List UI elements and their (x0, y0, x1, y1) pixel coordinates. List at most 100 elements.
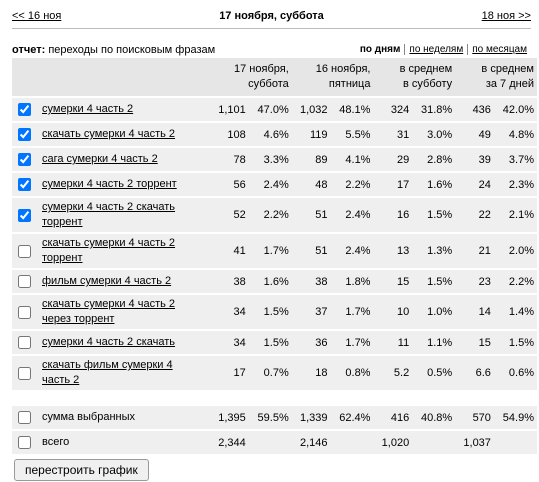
value-cell: 1,020 (373, 429, 413, 454)
count-value: 14 (478, 306, 491, 318)
period-link[interactable]: по неделям (409, 44, 464, 55)
table-head: 17 ноября, суббота 16 ноября, пятница в сред… (12, 58, 537, 97)
count-value: 34 (233, 336, 246, 349)
count-value: 1,339 (299, 411, 328, 424)
count-value: 10 (396, 306, 410, 318)
count-value: 29 (396, 153, 410, 166)
header-cell: в среднем за 7 дней (455, 58, 537, 97)
share-value: 1.7% (345, 336, 371, 349)
phrase-link[interactable]: скачать сумерки 4 часть 2 через торрент (42, 298, 176, 325)
count-value: 119 (309, 128, 328, 141)
value-cell: 1.0% (412, 293, 456, 330)
value-cell: 48 (291, 171, 331, 197)
count-value: 18 (315, 367, 328, 379)
row-checkbox[interactable] (18, 436, 31, 449)
period-link[interactable]: по месяцам (472, 44, 527, 55)
share-value: 1.5% (263, 306, 289, 318)
phrase-link[interactable]: сага сумерки 4 часть 2 (42, 153, 158, 165)
rebuild-button[interactable]: перестроить график (14, 459, 149, 481)
value-cell: 2.2% (330, 171, 374, 197)
table-row: сумерки 4 часть 2 скачать торрент 52 2.2% 5… (12, 196, 537, 233)
value-cell: 1.1% (412, 329, 456, 355)
row-checkbox[interactable] (18, 366, 31, 380)
count-value: 36 (315, 336, 328, 349)
count-value: 38 (233, 275, 246, 288)
table-row: сумерки 4 часть 2 1,101 47.0% 1,032 48.1% 324… (12, 96, 537, 122)
value-cell: 23 (455, 268, 494, 294)
count-value: 37 (315, 306, 328, 318)
value-cell: 2.2% (493, 268, 537, 294)
row-checkbox[interactable] (18, 411, 31, 424)
phrase-link[interactable]: скачать фильм сумерки 4 часть 2 (42, 359, 173, 386)
count-value: 108 (227, 128, 246, 141)
phrase-link[interactable]: сумерки 4 часть 2 скачать торрент (42, 201, 176, 228)
value-cell: 0.5% (412, 354, 456, 390)
next-day-link[interactable]: 18 ноя >> (481, 10, 531, 22)
count-value: 324 (390, 103, 410, 116)
phrase-cell: сумерки 4 часть 2 скачать (39, 329, 211, 355)
row-checkbox[interactable] (18, 305, 31, 319)
phrase-cell: фильм сумерки 4 часть 2 (39, 268, 211, 294)
count-value: 48 (315, 178, 328, 191)
share-value: 1.6% (427, 178, 453, 191)
row-checkbox[interactable] (18, 336, 31, 349)
count-value: 41 (233, 245, 246, 257)
count-value: 11 (397, 336, 410, 349)
value-cell: 3.0% (412, 121, 456, 147)
value-cell: 0.7% (248, 354, 292, 390)
value-cell: 1,101 (210, 96, 249, 122)
share-value: 47.0% (257, 103, 289, 116)
count-value: 89 (315, 153, 328, 166)
value-cell: 62.4% (330, 404, 374, 430)
row-checkbox[interactable] (18, 103, 31, 116)
phrase-link[interactable]: скачать сумерки 4 часть 2 (42, 128, 176, 140)
phrase-cell: всего (39, 429, 211, 454)
count-value: 22 (478, 209, 491, 221)
count-value: 52 (233, 209, 246, 221)
table-row: сага сумерки 4 часть 2 78 3.3% 89 4.1% 29 2.8%… (12, 146, 537, 172)
count-value: 1,395 (218, 411, 246, 424)
phrase-link[interactable]: сумерки 4 часть 2 (42, 103, 134, 115)
value-cell: 1,339 (291, 404, 331, 430)
value-cell: 38 (210, 268, 249, 294)
value-cell: 11 (373, 329, 413, 355)
value-cell: 2.0% (493, 232, 537, 269)
value-cell: 2.4% (330, 196, 374, 233)
prev-day-link[interactable]: << 16 ноя (12, 10, 62, 22)
spacer-row (12, 390, 537, 405)
share-value: 2.2% (263, 209, 289, 221)
report-name: переходы по поисковым фразам (48, 44, 216, 56)
period-link[interactable]: по дням (359, 44, 401, 55)
count-value: 5.2 (393, 367, 410, 379)
value-cell: 52 (210, 196, 249, 233)
row-checkbox[interactable] (18, 178, 31, 191)
share-value: 2.1% (508, 209, 534, 221)
count-value: 1,020 (381, 436, 410, 449)
value-cell: 51 (291, 232, 331, 269)
row-checkbox[interactable] (18, 128, 31, 141)
phrase-link[interactable]: фильм сумерки 4 часть 2 (42, 275, 172, 287)
share-value: 2.2% (508, 275, 534, 288)
phrase-link[interactable]: сумерки 4 часть 2 торрент (42, 178, 177, 190)
row-checkbox[interactable] (18, 208, 31, 222)
share-value: 1.1% (427, 336, 453, 349)
header-line: за 7 дней (485, 78, 534, 90)
value-cell: 37 (291, 293, 331, 330)
table-row: сумма выбранных 1,395 59.5% 1,339 62.4% 416 40… (12, 404, 537, 430)
share-value: 1.0% (427, 306, 453, 318)
phrase-cell: сумерки 4 часть 2 торрент (39, 171, 211, 197)
value-cell: 5.2 (373, 354, 413, 390)
value-cell: 1.7% (330, 293, 374, 330)
row-checkbox[interactable] (18, 244, 31, 258)
header-line: в субботу (403, 78, 453, 90)
phrase-link[interactable]: скачать сумерки 4 часть 2 торрент (42, 237, 176, 264)
row-checkbox[interactable] (18, 153, 31, 166)
row-checkbox[interactable] (18, 275, 31, 288)
checkbox-cell (12, 329, 39, 355)
phrase-link[interactable]: сумерки 4 часть 2 скачать (42, 336, 176, 348)
value-cell: 31.8% (412, 96, 456, 122)
header-line: 17 ноября, (234, 63, 289, 75)
value-cell: 2.2% (248, 196, 292, 233)
value-cell: 15 (373, 268, 413, 294)
count-value: 49 (478, 128, 491, 141)
